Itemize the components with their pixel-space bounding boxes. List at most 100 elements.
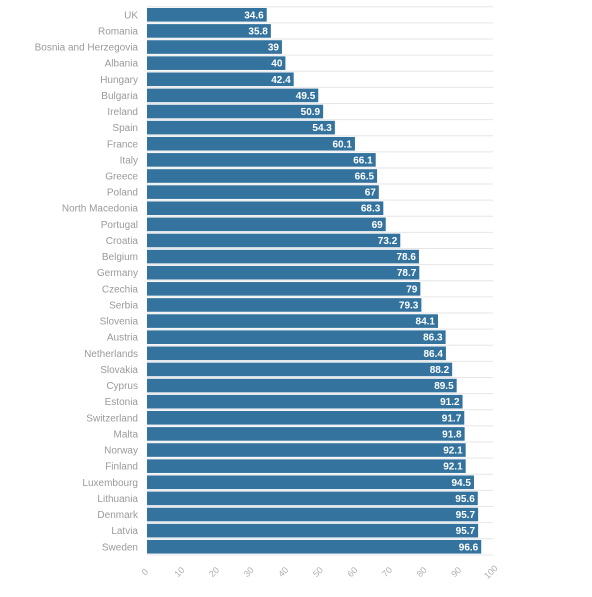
- category-label: Slovenia: [100, 317, 139, 328]
- x-tick-label: 0: [140, 567, 151, 578]
- category-label: Netherlands: [84, 349, 138, 360]
- bar: [147, 120, 335, 135]
- bar: [147, 346, 446, 361]
- value-label: 39: [268, 43, 280, 54]
- category-label: Croatia: [106, 236, 139, 247]
- category-label: UK: [124, 10, 138, 21]
- bar: [147, 282, 421, 296]
- category-label: France: [107, 139, 139, 150]
- value-label: 78.6: [396, 252, 416, 263]
- value-label: 40: [271, 59, 283, 70]
- value-label: 54.3: [312, 123, 332, 134]
- bar: [147, 56, 286, 70]
- bar: [147, 136, 355, 151]
- category-label: Spain: [112, 123, 138, 134]
- value-label: 66.1: [353, 155, 373, 166]
- bar: [147, 475, 474, 490]
- category-label: Finland: [105, 462, 138, 473]
- x-tick-label: 100: [482, 563, 500, 581]
- value-label: 79.3: [399, 300, 419, 311]
- category-label: Belgium: [102, 252, 138, 263]
- bar: [147, 394, 463, 409]
- category-label: Cyprus: [106, 381, 138, 392]
- value-label: 67: [365, 188, 377, 199]
- x-tick-label: 10: [172, 565, 186, 579]
- bar: [147, 169, 378, 183]
- bar: [147, 378, 457, 393]
- bar: [147, 443, 466, 457]
- bar: [147, 459, 466, 473]
- category-label: Denmark: [97, 510, 139, 521]
- x-tick-label: 70: [380, 565, 394, 579]
- category-label: Austria: [107, 333, 139, 344]
- category-label: Serbia: [109, 300, 138, 311]
- bar: [147, 104, 324, 119]
- category-label: Bulgaria: [101, 91, 138, 102]
- category-label: Poland: [107, 188, 138, 199]
- value-label: 91.2: [440, 397, 460, 408]
- x-tick-label: 40: [276, 565, 290, 579]
- category-label: Malta: [114, 429, 139, 440]
- value-label: 89.5: [434, 381, 454, 392]
- category-label: Romania: [98, 26, 138, 37]
- category-label: Albania: [105, 59, 139, 70]
- bar: [147, 491, 478, 506]
- value-label: 92.1: [443, 446, 463, 457]
- label-layer: UK 34.6 Romania 35.8 Bosnia and Herzegovia 39…: [35, 10, 479, 553]
- value-label: 92.1: [443, 462, 463, 473]
- value-label: 42.4: [271, 75, 291, 86]
- x-tick-label: 30: [242, 565, 256, 579]
- category-label: Greece: [105, 172, 138, 183]
- bar: [147, 539, 482, 554]
- value-label: 69: [372, 220, 384, 231]
- x-axis-ticks: 0 10 20 30 40 50 60 70 80 90 100: [140, 563, 500, 581]
- bar: [147, 233, 401, 248]
- bar: [147, 265, 420, 280]
- value-label: 95.7: [456, 526, 476, 537]
- x-tick-label: 90: [449, 565, 463, 579]
- category-label: Czechia: [102, 284, 139, 295]
- bar: [147, 153, 376, 167]
- bar-layer: [147, 8, 482, 554]
- bar: [147, 40, 282, 54]
- bar: [147, 330, 446, 344]
- value-label: 95.6: [455, 494, 475, 505]
- grid-layer: [147, 6, 493, 556]
- value-label: 86.3: [423, 333, 443, 344]
- category-label: Lithuania: [97, 494, 138, 505]
- bar: [147, 298, 422, 312]
- bar: [147, 427, 465, 441]
- value-label: 91.7: [442, 413, 462, 424]
- category-label: Estonia: [105, 397, 139, 408]
- bar: [147, 201, 384, 216]
- x-tick-label: 60: [345, 565, 359, 579]
- category-label: Latvia: [111, 526, 138, 537]
- value-label: 86.4: [423, 349, 443, 360]
- category-label: Hungary: [100, 75, 138, 86]
- x-tick-label: 80: [415, 565, 429, 579]
- bar: [147, 217, 386, 232]
- bar: [147, 185, 379, 199]
- bar: [147, 507, 479, 522]
- category-label: Portugal: [101, 220, 138, 231]
- value-label: 73.2: [378, 236, 398, 247]
- value-label: 35.8: [248, 26, 268, 37]
- category-label: Sweden: [102, 542, 138, 553]
- value-label: 66.5: [355, 172, 375, 183]
- bar: [147, 249, 419, 264]
- value-label: 49.5: [296, 91, 316, 102]
- category-label: Italy: [120, 155, 138, 166]
- value-label: 79: [406, 284, 418, 295]
- value-label: 94.5: [452, 478, 472, 489]
- value-label: 60.1: [332, 139, 352, 150]
- x-tick-label: 20: [207, 565, 221, 579]
- category-label: Bosnia and Herzegovia: [35, 43, 139, 54]
- value-label: 95.7: [456, 510, 476, 521]
- x-tick-label: 50: [311, 565, 325, 579]
- category-label: North Macedonia: [62, 204, 139, 215]
- bar: [147, 8, 267, 22]
- bar: [147, 72, 294, 87]
- value-label: 50.9: [301, 107, 321, 118]
- bar: [147, 523, 479, 538]
